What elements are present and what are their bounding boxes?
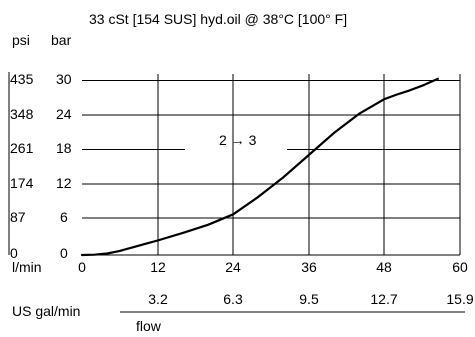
psi-tick-label: 87 bbox=[10, 209, 26, 225]
bar-tick-label: 18 bbox=[56, 140, 72, 156]
flow-caption: flow bbox=[136, 318, 162, 334]
x-tick-label: 48 bbox=[376, 259, 392, 275]
gpm-tick-label: 3.2 bbox=[148, 291, 168, 307]
gpm-tick-labels: 3.2 6.3 9.5 12.7 15.9 bbox=[148, 291, 474, 307]
bar-tick-labels: 30 24 18 12 6 0 bbox=[56, 71, 72, 261]
gpm-tick-label: 15.9 bbox=[446, 291, 473, 307]
bar-tick-label: 12 bbox=[56, 175, 72, 191]
psi-tick-label: 261 bbox=[10, 140, 34, 156]
lpm-unit-label: l/min bbox=[12, 259, 42, 275]
x-tick-label: 24 bbox=[225, 259, 241, 275]
grid bbox=[82, 74, 461, 255]
psi-tick-labels: 435 348 261 174 87 0 bbox=[10, 71, 34, 261]
psi-tick-label: 435 bbox=[10, 71, 34, 87]
gpm-unit-label: US gal/min bbox=[12, 303, 80, 319]
gpm-tick-label: 9.5 bbox=[299, 291, 319, 307]
annotation-ports: 2 → 3 bbox=[219, 132, 257, 148]
chart-title: 33 cSt [154 SUS] hyd.oil @ 38°C [100° F] bbox=[89, 11, 347, 27]
gpm-tick-label: 6.3 bbox=[223, 291, 243, 307]
gpm-tick-label: 12.7 bbox=[370, 291, 397, 307]
x-tick-label: 36 bbox=[301, 259, 317, 275]
bar-tick-label: 6 bbox=[60, 209, 68, 225]
psi-unit-label: psi bbox=[12, 32, 30, 48]
bar-tick-label: 30 bbox=[56, 71, 72, 87]
series-line bbox=[80, 77, 439, 257]
psi-tick-label: 0 bbox=[10, 245, 18, 261]
x-tick-labels: 0 12 24 36 48 60 bbox=[78, 259, 468, 275]
bar-tick-label: 0 bbox=[60, 245, 68, 261]
bar-tick-label: 24 bbox=[56, 106, 72, 122]
psi-tick-label: 348 bbox=[10, 106, 34, 122]
x-tick-label: 12 bbox=[150, 259, 166, 275]
psi-tick-label: 174 bbox=[10, 175, 34, 191]
bar-unit-label: bar bbox=[51, 32, 72, 48]
x-tick-label: 60 bbox=[452, 259, 468, 275]
x-tick-label: 0 bbox=[78, 259, 86, 275]
